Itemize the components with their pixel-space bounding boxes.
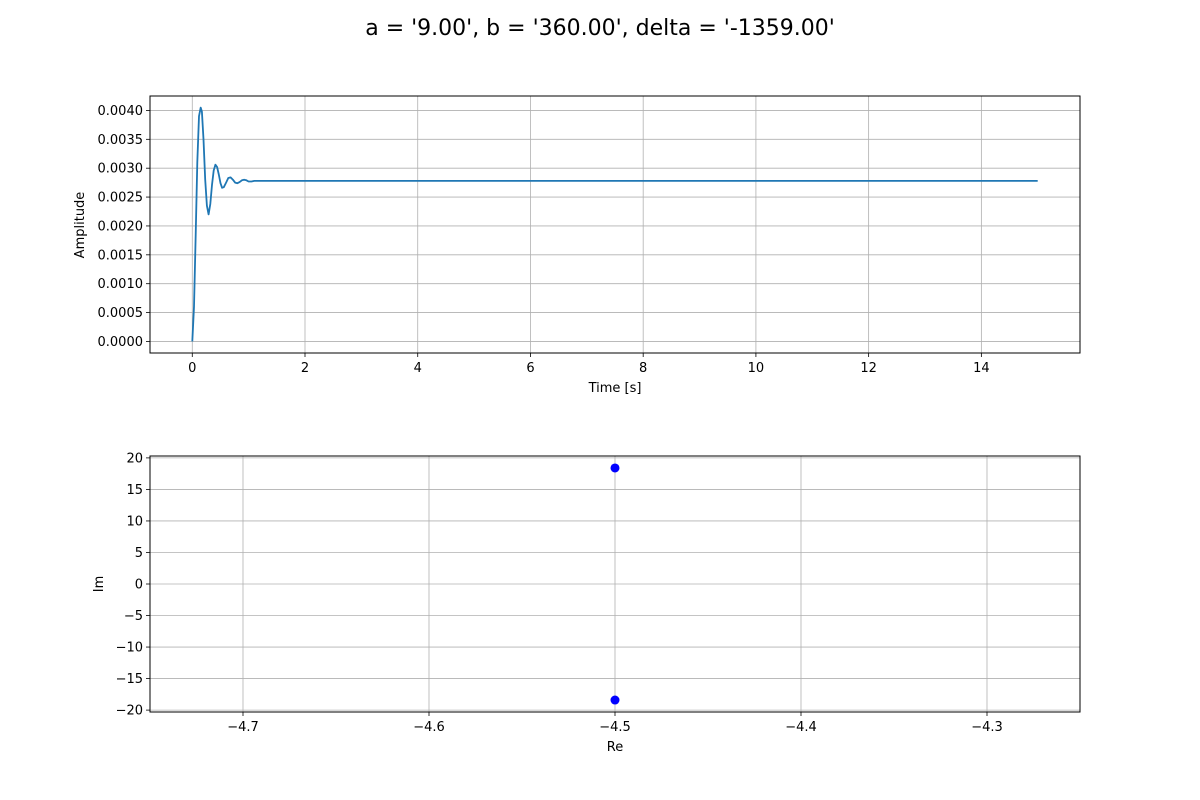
- step-response-xtick-label: 6: [526, 361, 534, 376]
- pole-map-xtick-label: −4.3: [971, 720, 1003, 735]
- step-response-xtick-label: 2: [301, 361, 309, 376]
- figure-suptitle: a = '9.00', b = '360.00', delta = '-1359…: [365, 16, 835, 41]
- pole-map-xtick-label: −4.7: [227, 720, 259, 735]
- pole-map-xtick-label: −4.5: [599, 720, 631, 735]
- step-response-xtick-label: 4: [414, 361, 422, 376]
- step-response-ytick-label: 0.0015: [98, 248, 144, 263]
- pole-map-ytick-label: −20: [116, 704, 143, 719]
- step-response-ytick-label: 0.0030: [98, 162, 144, 177]
- step-response-ytick-label: 0.0035: [98, 133, 144, 148]
- pole-map-point: [610, 463, 620, 473]
- pole-map-point: [610, 695, 620, 705]
- step-response-ticks: 0 2 4 6 8 10 12 14 0.0000 0.0005 0.0010 0.0015 0.002…: [98, 104, 990, 376]
- step-response-frame: [149, 95, 1081, 354]
- step-response-xtick-label: 10: [748, 361, 765, 376]
- pole-map-ytick-label: 15: [126, 483, 143, 498]
- step-response-axes: 0 2 4 6 8 10 12 14 0.0000 0.0005 0.0010 0.0015 0.002…: [73, 95, 1081, 396]
- step-response-xtick-label: 12: [860, 361, 877, 376]
- pole-map-grid: [150, 456, 1080, 712]
- pole-map-xtick-label: −4.6: [413, 720, 445, 735]
- pole-map-xtick-label: −4.4: [785, 720, 817, 735]
- step-response-ytick-label: 0.0025: [98, 191, 144, 206]
- step-response-ytick-label: 0.0005: [98, 306, 144, 321]
- step-response-xlabel: Time [s]: [588, 381, 642, 396]
- pole-map-axes: −4.7 −4.6 −4.5 −4.4 −4.3−20−15−10−505101520 …: [92, 451, 1081, 755]
- pole-map-ticks: −4.7 −4.6 −4.5 −4.4 −4.3 −20 −15 −10 −5 0 5 10 15 20: [116, 451, 1003, 735]
- step-response-series-line: [191, 106, 1038, 342]
- pole-map-ylabel: Im: [92, 576, 107, 593]
- pole-map-ytick-label: −5: [124, 609, 143, 624]
- step-response-ytick-label: 0.0020: [98, 219, 144, 234]
- step-response-xtick-label: 8: [639, 361, 647, 376]
- pole-map-ytick-label: 20: [126, 451, 143, 466]
- pole-map-ytick-label: −15: [116, 672, 143, 687]
- step-response-xtick-label: 14: [973, 361, 990, 376]
- pole-map-ytick-label: 10: [126, 514, 143, 529]
- step-response-ytick-label: 0.0000: [98, 335, 144, 350]
- pole-map-ytick-label: 5: [135, 546, 143, 561]
- step-response-grid: [150, 96, 1080, 353]
- pole-map-plot: [610, 463, 620, 705]
- step-response-ytick-label: 0.0010: [98, 277, 144, 292]
- step-response-plot: [191, 106, 1038, 342]
- step-response-ylabel: Amplitude: [73, 192, 88, 259]
- pole-map-ytick-label: 0: [135, 578, 143, 593]
- pole-map-xlabel: Re: [607, 740, 623, 755]
- step-response-ytick-label: 0.0040: [98, 104, 144, 119]
- step-response-xtick-label: 0: [188, 361, 196, 376]
- pole-map-ytick-label: −10: [116, 641, 143, 656]
